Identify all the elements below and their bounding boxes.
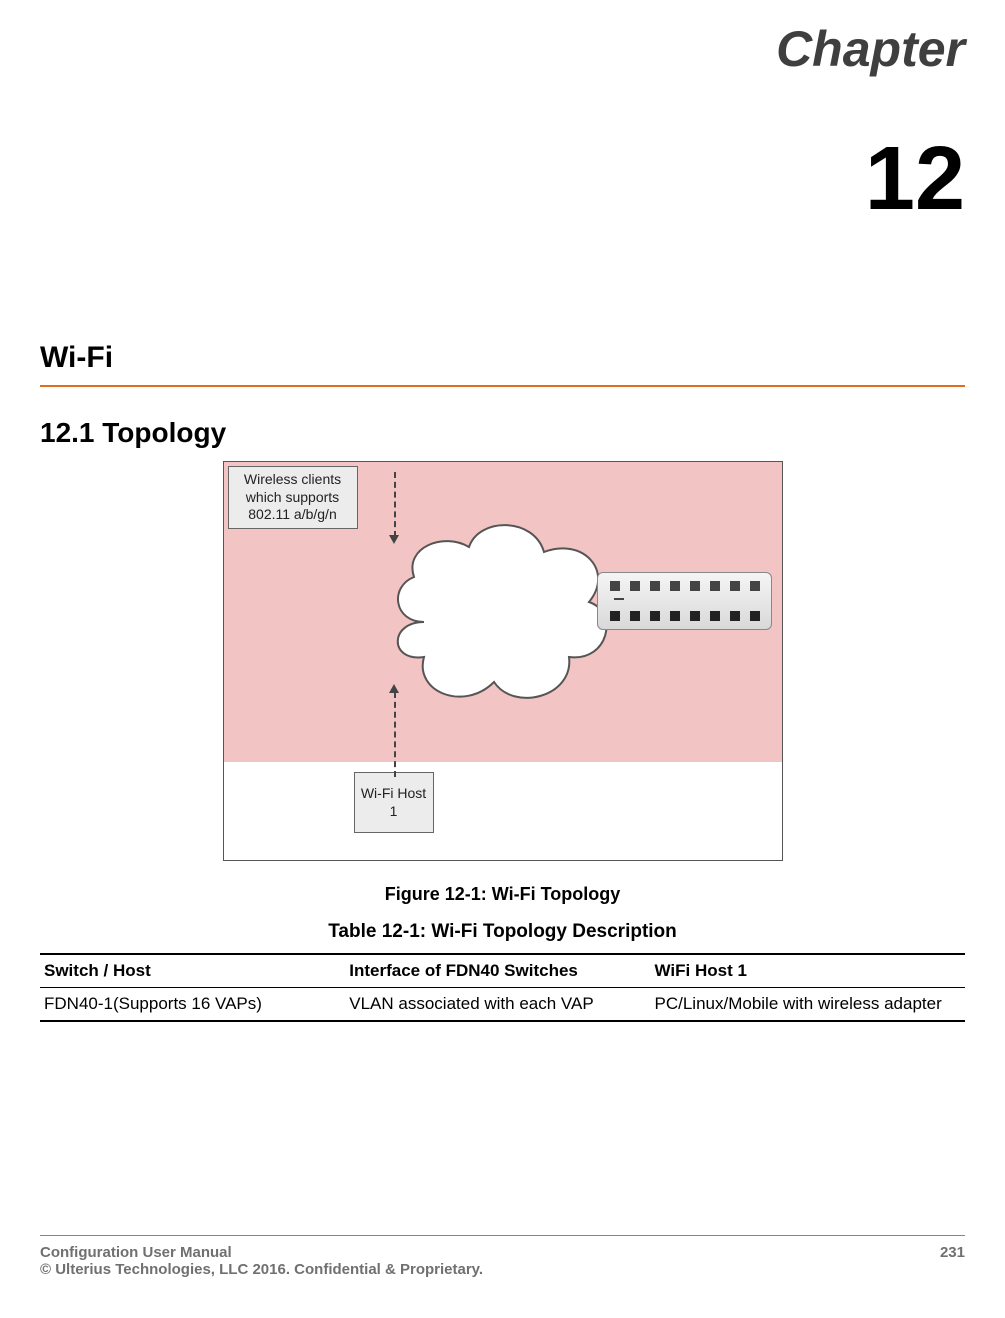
page-footer: Configuration User Manual © Ulterius Tec… bbox=[40, 1235, 965, 1278]
table-header-row: Switch / Host Interface of FDN40 Switche… bbox=[40, 954, 965, 988]
switch-icon bbox=[597, 572, 772, 630]
topology-diagram: Wireless clients which supports 802.11 a… bbox=[223, 461, 783, 861]
table-header: WiFi Host 1 bbox=[651, 954, 966, 988]
footer-page-number: 231 bbox=[940, 1244, 965, 1278]
table-header: Switch / Host bbox=[40, 954, 345, 988]
table-cell: FDN40-1(Supports 16 VAPs) bbox=[40, 988, 345, 1022]
page-title: Wi-Fi bbox=[40, 341, 965, 387]
table-cell: PC/Linux/Mobile with wireless adapter bbox=[651, 988, 966, 1022]
footer-copyright: © Ulterius Technologies, LLC 2016. Confi… bbox=[40, 1261, 483, 1278]
host-label-box: Wi-Fi Host 1 bbox=[354, 772, 434, 833]
clients-label-box: Wireless clients which supports 802.11 a… bbox=[228, 466, 358, 529]
section-heading: 12.1 Topology bbox=[40, 417, 965, 449]
arrow-icon bbox=[389, 684, 399, 693]
footer-left: Configuration User Manual © Ulterius Tec… bbox=[40, 1244, 483, 1278]
chapter-label: Chapter bbox=[40, 20, 965, 78]
chapter-number: 12 bbox=[40, 128, 965, 231]
connector-line bbox=[394, 472, 396, 537]
footer-manual-title: Configuration User Manual bbox=[40, 1244, 483, 1261]
cloud-icon bbox=[384, 502, 624, 732]
connector-line bbox=[394, 692, 396, 777]
topology-table: Switch / Host Interface of FDN40 Switche… bbox=[40, 953, 965, 1022]
table-row: FDN40-1(Supports 16 VAPs) VLAN associate… bbox=[40, 988, 965, 1022]
table-header: Interface of FDN40 Switches bbox=[345, 954, 650, 988]
table-cell: VLAN associated with each VAP bbox=[345, 988, 650, 1022]
figure-caption: Figure 12-1: Wi-Fi Topology bbox=[40, 884, 965, 905]
arrow-icon bbox=[389, 535, 399, 544]
table-caption: Table 12-1: Wi-Fi Topology Description bbox=[40, 921, 965, 943]
connector-line bbox=[614, 598, 624, 600]
topology-figure: Wireless clients which supports 802.11 a… bbox=[40, 461, 965, 866]
